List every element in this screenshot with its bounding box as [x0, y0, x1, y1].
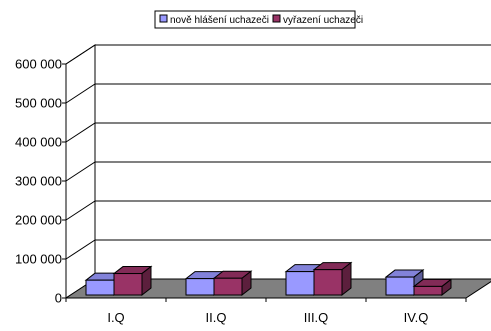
gridline — [65, 200, 491, 221]
bar-front — [313, 269, 343, 296]
gridline — [65, 83, 491, 104]
x-axis: I.Q II.Q III.Q IV.Q — [65, 297, 467, 325]
gridline — [65, 122, 491, 143]
y-tick-label: 400 000 — [15, 135, 62, 150]
gridline — [65, 161, 491, 182]
legend-label: nově hlášení uchazeči — [170, 15, 269, 26]
bar — [112, 265, 153, 297]
bar-front — [213, 277, 243, 296]
x-category-label: I.Q — [107, 310, 124, 325]
bar-front — [113, 273, 143, 296]
bar-front — [385, 276, 415, 296]
bar — [312, 261, 353, 297]
y-axis: 0 100 000 200 000 300 000 400 000 500 000 600 … — [15, 57, 67, 306]
chart-walls — [65, 44, 491, 299]
y-tick-label: 100 000 — [15, 252, 62, 267]
bar-front — [285, 271, 315, 296]
bar-front — [185, 278, 215, 296]
legend-swatch — [159, 14, 168, 23]
bar-series — [84, 261, 453, 297]
legend-swatch — [272, 14, 281, 23]
y-tick-label: 500 000 — [15, 96, 62, 111]
gridline — [65, 44, 491, 65]
x-category-label: III.Q — [304, 310, 329, 325]
legend-box — [154, 10, 356, 29]
bar — [412, 278, 453, 297]
y-tick-label: 600 000 — [15, 57, 62, 72]
legend: nově hlášení uchazeči vyřazení uchazeči — [154, 10, 363, 29]
y-tick-label: 0 — [55, 291, 62, 306]
legend-label: vyřazení uchazeči — [283, 15, 363, 26]
gridlines — [65, 44, 491, 260]
x-category-label: IV.Q — [404, 310, 429, 325]
gridline — [65, 239, 491, 260]
bar — [212, 270, 253, 297]
bar-front — [85, 279, 115, 296]
x-category-label: II.Q — [206, 310, 227, 325]
y-tick-label: 300 000 — [15, 174, 62, 189]
bar-front — [413, 285, 443, 296]
y-tick-label: 200 000 — [15, 213, 62, 228]
